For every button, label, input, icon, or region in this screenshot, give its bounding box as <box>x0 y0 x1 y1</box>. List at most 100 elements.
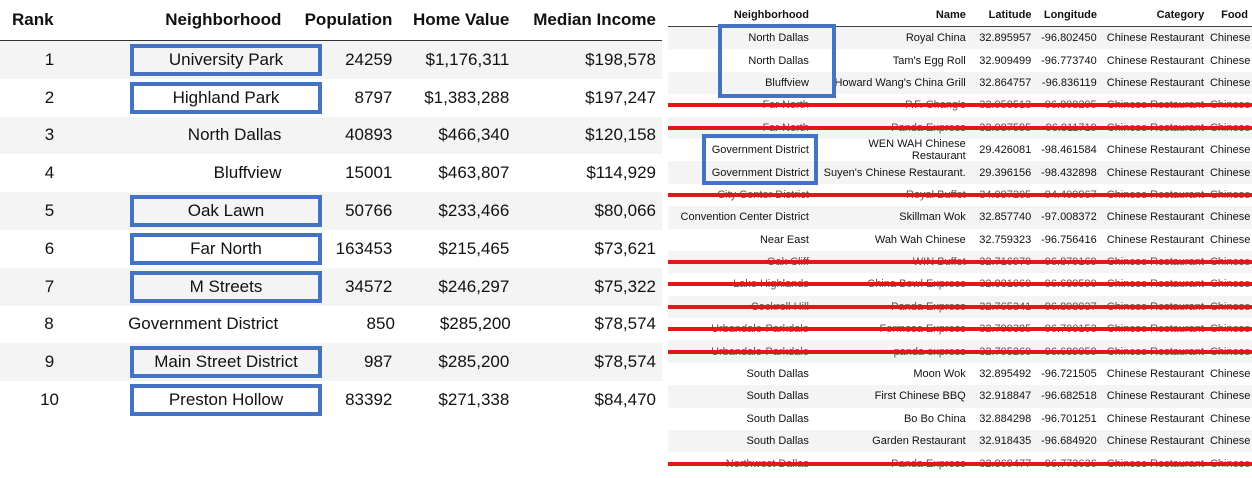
neighborhood-cell: Preston Hollow <box>130 384 322 417</box>
latitude-cell: 32.895492 <box>979 368 1032 381</box>
population-cell: 40893 <box>345 125 393 145</box>
ranking-row: 2 Highland Park 8797 $1,383,288 $197,247 <box>0 78 662 117</box>
restaurant-row: Bluffview Howard Wang's China Grill 32.864… <box>668 71 1252 95</box>
rank-cell: 3 <box>44 125 55 145</box>
neighborhood-cell: Highland Park <box>130 81 322 114</box>
home-value-cell: $1,383,288 <box>424 87 510 107</box>
category-cell: Chinese Restaurant <box>1106 390 1204 403</box>
restaurant-row-struck: Urbandale-ParkdaleFormosa Express32.7993… <box>668 318 1252 341</box>
category-cell: Chinese Restaurant <box>1106 211 1204 224</box>
ranking-row: 6 Far North 163453 $215,465 $73,621 <box>0 229 662 268</box>
longitude-cell: -97.008372 <box>1041 211 1097 224</box>
longitude-cell: -96.756416 <box>1041 233 1097 246</box>
food-cell: Chinese <box>1209 368 1251 381</box>
longitude-cell: -98.432898 <box>1041 166 1097 179</box>
longitude-cell: -96.773740 <box>1041 54 1097 67</box>
category-cell: Chinese Restaurant <box>1106 32 1204 45</box>
longitude-cell: -96.684920 <box>1041 435 1097 448</box>
strike-through-line <box>668 192 1252 197</box>
ranking-row: 5 Oak Lawn 50766 $233,466 $80,066 <box>0 192 662 230</box>
name-cell: Skillman Wok <box>899 211 966 224</box>
rank-cell: 1 <box>44 49 55 69</box>
median-income-cell: $73,621 <box>594 238 656 258</box>
strike-through-line <box>668 282 1252 287</box>
category-cell: Chinese Restaurant <box>1106 144 1204 157</box>
restaurant-row: Government District WEN WAH Chinese Resta… <box>668 138 1252 162</box>
median-income-cell: $80,066 <box>594 201 656 221</box>
ranking-table-body: 1 University Park 24259 $1,176,311 $198,578 2… <box>0 41 662 419</box>
restaurant-row-struck: City Center DistrictRoyal Buffet34.09720… <box>668 183 1252 207</box>
rank-cell: 9 <box>44 352 55 372</box>
latitude-cell: 32.857740 <box>979 211 1032 224</box>
strike-through-line <box>668 125 1252 130</box>
restaurant-row: North Dallas Royal China 32.895957 -96.8024… <box>668 27 1252 50</box>
home-value-cell: $466,340 <box>438 125 510 145</box>
rank-cell: 4 <box>44 163 55 183</box>
rank-cell: 2 <box>44 87 55 107</box>
name-cell: Moon Wok <box>913 368 966 381</box>
neighborhood-cell: Oak Lawn <box>130 195 322 228</box>
strike-through-line <box>668 260 1252 265</box>
latitude-cell: 32.918847 <box>979 390 1032 403</box>
population-cell: 83392 <box>345 390 393 410</box>
restaurant-table: Neighborhood Name Latitude Longitude Cat… <box>668 4 1252 475</box>
latitude-cell: 32.864757 <box>979 76 1032 89</box>
food-cell: Chinese <box>1209 435 1251 448</box>
neighborhood-cell: Convention Center District <box>680 211 809 224</box>
name-cell: Garden Restaurant <box>872 435 966 448</box>
neighborhood-cell: South Dallas <box>746 435 809 448</box>
neighborhood-cell: South Dallas <box>746 390 809 403</box>
category-cell: Chinese Restaurant <box>1106 166 1204 179</box>
median-income-cell: $198,578 <box>585 49 656 69</box>
food-cell: Chinese <box>1209 76 1251 89</box>
home-value-cell: $1,176,311 <box>425 49 510 69</box>
median-income-cell: $84,470 <box>594 390 656 410</box>
category-cell: Chinese Restaurant <box>1106 435 1204 448</box>
population-cell: 8797 <box>354 87 393 107</box>
neighborhood-cell: Main Street District <box>130 346 322 379</box>
neighborhood-cell: Bluffview <box>765 76 809 89</box>
ranking-row: 9 Main Street District 987 $285,200 $78,574 <box>0 343 662 382</box>
median-income-cell: $78,574 <box>594 352 656 372</box>
longitude-cell: -96.721505 <box>1041 368 1097 381</box>
header-population: Population <box>304 10 393 29</box>
neighborhood-cell: Government District <box>711 144 809 157</box>
header-neighborhood: Neighborhood <box>165 10 282 29</box>
ranking-row: 1 University Park 24259 $1,176,311 $198,578 <box>0 41 662 79</box>
rank-cell: 8 <box>44 314 54 334</box>
restaurant-row: Government District Suyen's Chinese Resta… <box>668 161 1252 184</box>
header-longitude: Longitude <box>1043 9 1098 21</box>
header-category: Category <box>1156 9 1205 21</box>
category-cell: Chinese Restaurant <box>1106 412 1204 425</box>
rank-cell: 10 <box>40 390 59 410</box>
restaurant-row-struck: Oak CliffWIN Buffet32.716979-96.879169Ch… <box>668 250 1252 274</box>
median-income-cell: $114,929 <box>586 163 656 183</box>
ranking-table-header: Rank Neighborhood Population Home Value … <box>0 0 662 41</box>
header-latitude: Latitude <box>988 9 1032 21</box>
restaurant-row: South Dallas Bo Bo China 32.884298 -96.7012… <box>668 407 1252 431</box>
population-cell: 850 <box>366 314 395 334</box>
food-cell: Chinese <box>1209 54 1251 67</box>
food-cell: Chinese <box>1209 211 1251 224</box>
rank-cell: 7 <box>44 276 55 296</box>
ranking-row: 7 M Streets 34572 $246,297 $75,322 <box>0 267 662 306</box>
neighborhood-cell: M Streets <box>130 270 322 303</box>
longitude-cell: -98.461584 <box>1041 144 1097 157</box>
restaurant-row: South Dallas Garden Restaurant 32.918435 -9… <box>668 430 1252 453</box>
ranking-row: 8 Government District 850 $285,200 $78,574 <box>0 305 662 344</box>
neighborhood-cell: South Dallas <box>746 368 809 381</box>
home-value-cell: $271,338 <box>438 390 510 410</box>
neighborhood-cell: Far North <box>130 232 322 265</box>
strike-through-line <box>668 327 1252 332</box>
longitude-cell: -96.836119 <box>1041 76 1097 89</box>
strike-through-line <box>668 304 1252 309</box>
population-cell: 34572 <box>345 276 393 296</box>
restaurant-row: North Dallas Tam's Egg Roll 32.909499 -96.7… <box>668 49 1252 72</box>
neighborhood-cell: University Park <box>130 43 322 76</box>
population-cell: 987 <box>363 352 393 372</box>
home-value-cell: $285,200 <box>439 314 511 334</box>
restaurant-row: Convention Center District Skillman Wok 32… <box>668 206 1252 229</box>
home-value-cell: $233,466 <box>438 201 510 221</box>
name-cell: First Chinese BBQ <box>874 390 966 403</box>
latitude-cell: 32.918435 <box>979 435 1032 448</box>
